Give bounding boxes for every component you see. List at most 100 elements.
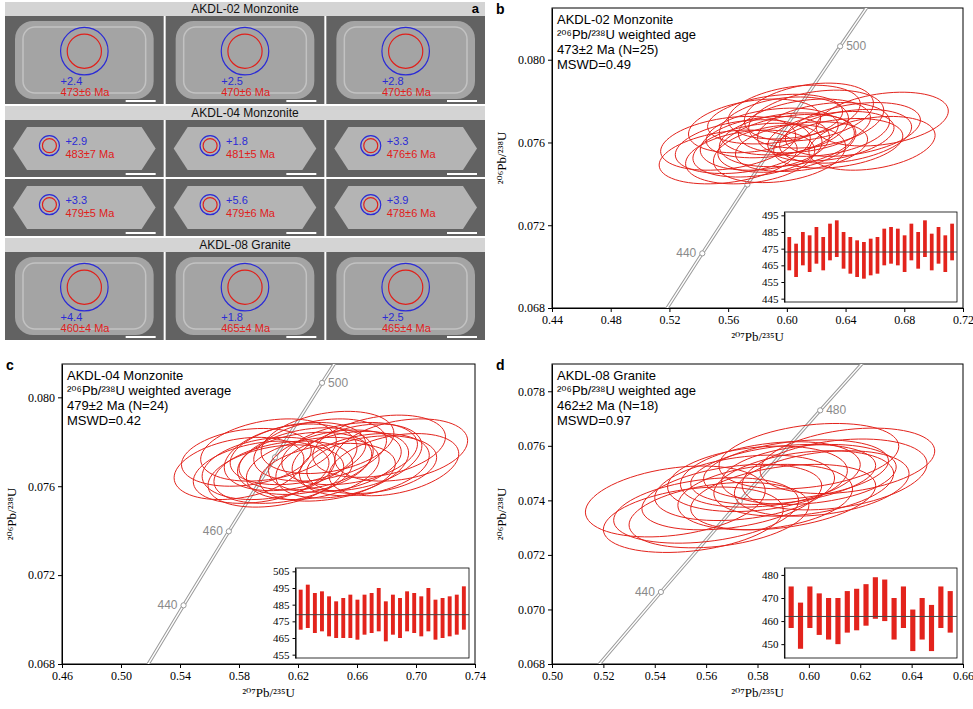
concordia-age-label: 440 (158, 598, 178, 612)
u-pb-spot (203, 198, 217, 212)
tick-mark (298, 664, 299, 668)
hf-spot (39, 195, 59, 215)
tick-mark (603, 664, 604, 668)
cl-background (166, 179, 325, 236)
tick-label: 495 (273, 582, 290, 594)
age-error-bar (405, 591, 409, 631)
age-error-bar (794, 244, 798, 277)
tick: 0.74 (465, 664, 486, 683)
age-error-bar (863, 584, 868, 626)
age-error-bar (876, 237, 880, 274)
tick: 0.54 (645, 664, 666, 683)
axis-line (784, 569, 785, 659)
tick-label: 0.50 (542, 669, 563, 683)
scale-bar (286, 173, 316, 175)
tick: 0.72 (953, 308, 973, 327)
spot-age: 483±7 Ma (65, 148, 115, 160)
tick: 475 (762, 243, 785, 255)
age-error-bar (869, 239, 873, 276)
zircon-grain (13, 127, 156, 170)
tick-label: 480 (762, 569, 779, 581)
tick-mark (416, 664, 417, 668)
tick-mark (58, 575, 62, 576)
cl-panel: AKDL-02 Monzonitea+2.4473±6 Ma+2.5470±6 … (5, 1, 485, 340)
sample-title: AKDL-02 Monzonite (557, 12, 673, 27)
tick-mark (357, 664, 358, 668)
plot-frame (62, 364, 475, 664)
age-error-bar (854, 589, 859, 631)
age-error-bar (801, 232, 805, 265)
inset-y-axis: 445455465475485495 (762, 209, 785, 304)
group-title: AKDL-08 Granite (199, 238, 291, 252)
tick-label: 470 (762, 592, 779, 604)
age-error-bar (355, 600, 359, 640)
age-error-bar (426, 588, 430, 631)
tick: 0.52 (659, 308, 680, 327)
tick-mark (706, 664, 707, 668)
tick-label: 0.48 (601, 313, 622, 327)
tick-label: 475 (273, 615, 290, 627)
tick-mark (239, 664, 240, 668)
tick-mark (781, 232, 784, 233)
tick-mark (781, 621, 784, 622)
spot-age: 478±6 Ma (387, 207, 437, 219)
age-error-bar (341, 598, 345, 638)
tick-mark (548, 60, 552, 61)
tick-label: 0.62 (850, 669, 871, 683)
tick: 465 (762, 259, 785, 271)
axis-line (296, 569, 297, 659)
error-ellipse (816, 92, 948, 146)
sample-title: AKDL-04 Monzonite (67, 368, 183, 383)
tick-label: 0.074 (518, 494, 545, 508)
tick: 0.64 (902, 664, 923, 683)
concordia-curve (552, 364, 963, 664)
inset-frame (784, 568, 957, 658)
zircon-grain (336, 257, 475, 335)
age-error-bar (882, 229, 886, 266)
u-pb-spot (364, 139, 378, 153)
tick-label: 0.080 (28, 391, 55, 405)
group-title: AKDL-04 Monzonite (191, 106, 299, 120)
scale-bar (126, 100, 156, 102)
annotation: 479±2 Ma (N=24) (67, 398, 168, 413)
concordia-age-label: 480 (826, 403, 846, 417)
hf-spot (39, 136, 59, 156)
tick-mark (548, 225, 552, 226)
tick: 485 (273, 599, 296, 611)
error-ellipse (238, 428, 374, 495)
cl-background (5, 252, 164, 340)
hf-value: +3.3 (65, 194, 87, 206)
scale-bar (286, 100, 316, 102)
tick-mark (787, 308, 788, 312)
tick: 465 (273, 632, 296, 644)
tick-label: 0.46 (52, 669, 73, 683)
chart-panel: 0.440.480.520.560.600.640.680.720.0680.0… (494, 0, 973, 393)
age-error-bar (920, 598, 925, 640)
age-error-bar (842, 232, 846, 269)
age-error-bar (441, 598, 445, 638)
u-pb-spot (364, 198, 378, 212)
tick: 0.60 (777, 308, 798, 327)
zircon-zoning (344, 263, 467, 329)
tick-mark (781, 265, 784, 266)
tick-label: 445 (762, 293, 779, 305)
age-error-bar (826, 598, 831, 640)
tick: 0.64 (836, 308, 857, 327)
weighted-mean-line (784, 616, 957, 617)
axis-line (553, 308, 964, 309)
error-ellipse (202, 437, 335, 499)
zircon-zoning (184, 263, 307, 329)
tick: 0.50 (542, 664, 563, 683)
tick: 0.60 (799, 664, 820, 683)
annotation: 473±2 Ma (N=25) (557, 42, 658, 57)
cl-background (326, 120, 485, 177)
tick-label: 0.56 (718, 313, 739, 327)
age-error-bar (348, 595, 352, 638)
tick: 0.66 (953, 664, 973, 683)
cl-image: +3.9478±6 Ma (326, 179, 485, 236)
u-pb-spot (42, 139, 56, 153)
tick: 0.54 (170, 664, 191, 683)
tick-mark (58, 664, 62, 665)
tick-label: 0.080 (518, 53, 545, 67)
tick-mark (548, 142, 552, 143)
